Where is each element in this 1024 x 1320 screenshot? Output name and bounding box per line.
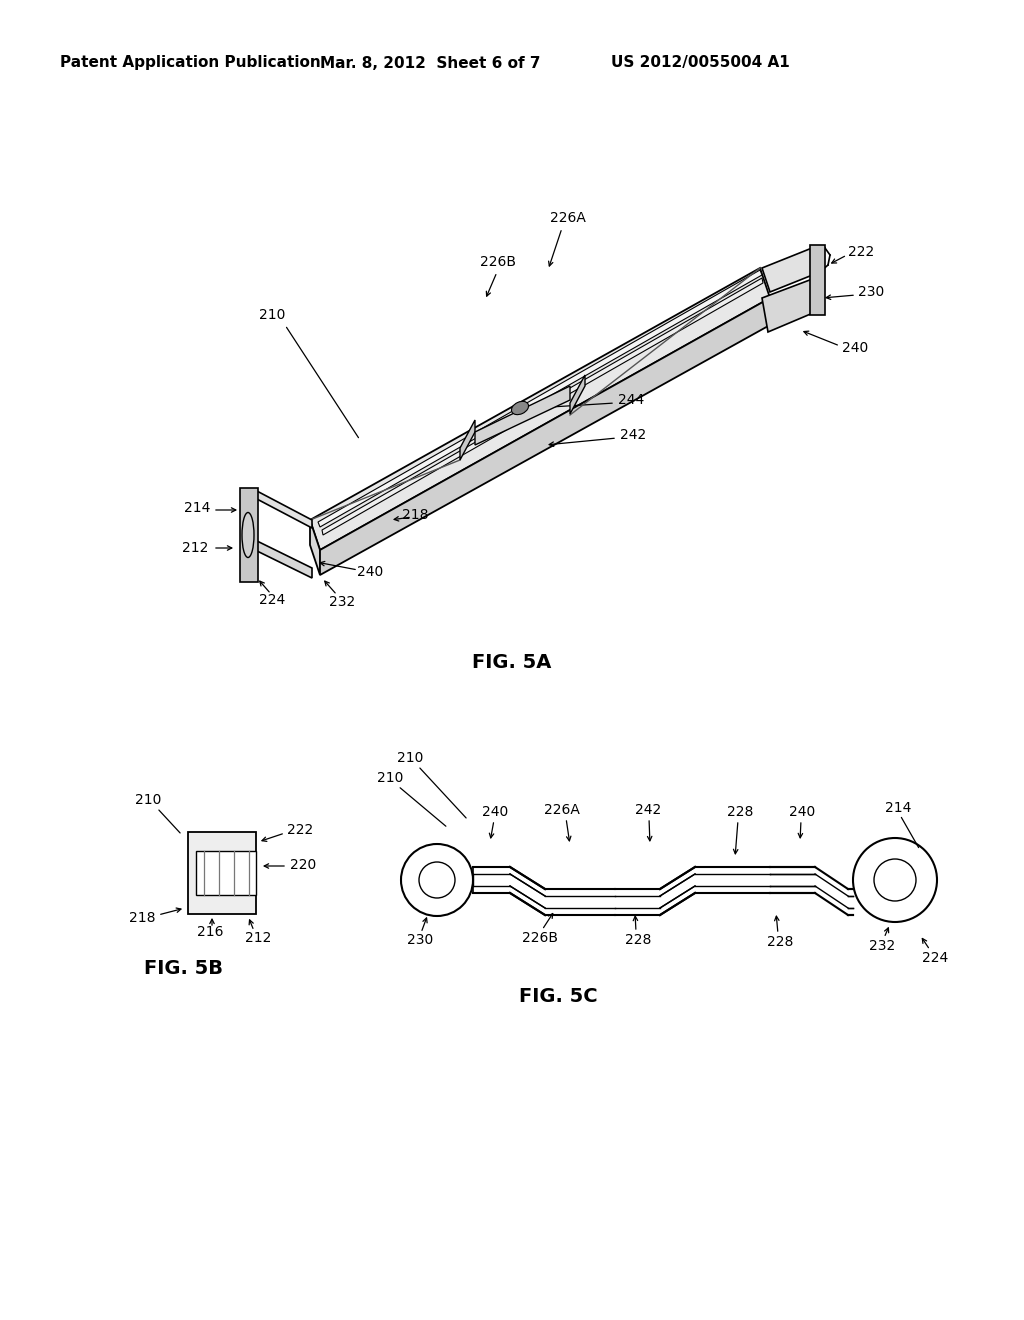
Polygon shape	[322, 279, 763, 535]
Polygon shape	[188, 832, 256, 913]
Text: 226A: 226A	[550, 211, 586, 224]
Polygon shape	[196, 851, 256, 895]
Text: 228: 228	[767, 935, 794, 949]
Ellipse shape	[242, 512, 254, 557]
Polygon shape	[762, 248, 820, 292]
Text: FIG. 5C: FIG. 5C	[519, 986, 597, 1006]
Polygon shape	[310, 520, 319, 576]
Text: 230: 230	[407, 933, 433, 946]
Text: 224: 224	[922, 950, 948, 965]
Text: Patent Application Publication: Patent Application Publication	[59, 55, 321, 70]
Polygon shape	[240, 488, 258, 582]
Text: 214: 214	[183, 502, 210, 515]
Polygon shape	[475, 385, 570, 445]
Text: FIG. 5A: FIG. 5A	[472, 652, 552, 672]
Text: 214: 214	[885, 801, 911, 814]
Polygon shape	[810, 246, 825, 315]
Text: Mar. 8, 2012  Sheet 6 of 7: Mar. 8, 2012 Sheet 6 of 7	[319, 55, 541, 70]
Text: US 2012/0055004 A1: US 2012/0055004 A1	[610, 55, 790, 70]
Polygon shape	[570, 375, 585, 414]
Text: 226B: 226B	[522, 931, 558, 945]
Text: 232: 232	[329, 595, 355, 609]
Polygon shape	[318, 271, 762, 527]
Text: 210: 210	[377, 771, 403, 785]
Text: 232: 232	[869, 939, 895, 953]
Text: 210: 210	[135, 793, 161, 807]
Text: 242: 242	[620, 428, 646, 442]
Text: FIG. 5B: FIG. 5B	[143, 958, 222, 978]
Text: 228: 228	[727, 805, 754, 818]
Text: 212: 212	[181, 541, 208, 554]
Text: 212: 212	[245, 931, 271, 945]
Text: 210: 210	[397, 751, 423, 766]
Polygon shape	[310, 268, 770, 550]
Text: 240: 240	[842, 341, 868, 355]
Text: 210: 210	[259, 308, 286, 322]
Text: 230: 230	[858, 285, 885, 300]
Ellipse shape	[511, 401, 528, 414]
Text: 216: 216	[197, 925, 223, 939]
Polygon shape	[319, 298, 770, 576]
Text: 220: 220	[290, 858, 316, 873]
Text: 226B: 226B	[480, 255, 516, 269]
Text: 222: 222	[287, 822, 313, 837]
Text: 218: 218	[401, 508, 428, 521]
Polygon shape	[460, 420, 475, 459]
Text: 226A: 226A	[544, 803, 580, 817]
Text: 222: 222	[848, 246, 874, 259]
Text: 240: 240	[482, 805, 508, 818]
Polygon shape	[255, 490, 312, 528]
Text: 240: 240	[788, 805, 815, 818]
Polygon shape	[762, 279, 820, 333]
Text: 228: 228	[625, 933, 651, 946]
Text: 224: 224	[259, 593, 285, 607]
Polygon shape	[255, 540, 312, 578]
Text: 242: 242	[635, 803, 662, 817]
Text: 244: 244	[618, 393, 644, 407]
Text: 218: 218	[128, 911, 155, 925]
Text: 240: 240	[357, 565, 383, 579]
